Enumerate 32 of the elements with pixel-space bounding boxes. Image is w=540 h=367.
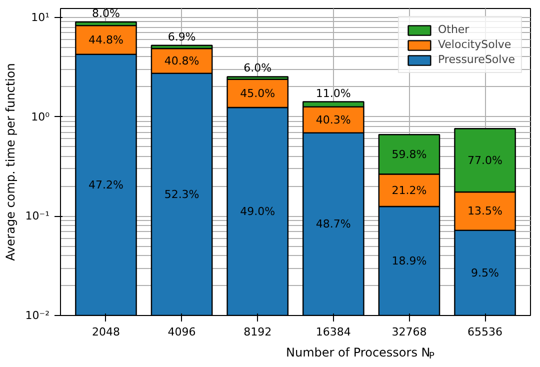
- annotation: 6.0%: [244, 62, 272, 75]
- x-tick-label: 65536: [468, 326, 503, 338]
- annotation: 40.3%: [316, 113, 351, 126]
- annotation: 44.8%: [88, 33, 124, 46]
- y-tick-label: 10⁻¹: [25, 210, 50, 223]
- y-axis-title: Average comp. time per function: [3, 63, 18, 261]
- annotation: 13.5%: [468, 204, 502, 218]
- x-tick-label: 4096: [168, 326, 196, 338]
- annotation: 49.0%: [240, 205, 276, 218]
- annotation: 21.2%: [392, 184, 427, 197]
- x-tick-label: 8192: [244, 326, 272, 338]
- y-tick-label: 10¹: [31, 10, 50, 24]
- legend-label: VelocitySolve: [438, 38, 512, 51]
- annotation: 6.9%: [168, 30, 196, 44]
- annotation: 40.8%: [164, 54, 200, 68]
- annotation: 48.7%: [316, 218, 351, 231]
- legend-label: Other: [438, 23, 470, 36]
- legend-label: PressureSolve: [438, 53, 515, 66]
- y-tick-label: 10⁻²: [25, 309, 50, 322]
- annotation: 9.5%: [471, 266, 499, 280]
- annotation: 18.9%: [392, 254, 427, 268]
- x-tick-label: 2048: [92, 326, 120, 338]
- annotation: 45.0%: [240, 86, 276, 100]
- annotation: 47.2%: [88, 178, 124, 192]
- x-tick-label: 16384: [316, 326, 351, 338]
- annotation: 8.0%: [92, 6, 120, 20]
- annotation: 52.3%: [164, 188, 200, 201]
- annotation: 77.0%: [468, 154, 502, 167]
- annotation: 59.8%: [392, 148, 427, 161]
- y-tick-label: 10⁰: [31, 110, 50, 124]
- x-tick-label: 32768: [392, 326, 427, 338]
- annotation: 11.0%: [316, 86, 351, 100]
